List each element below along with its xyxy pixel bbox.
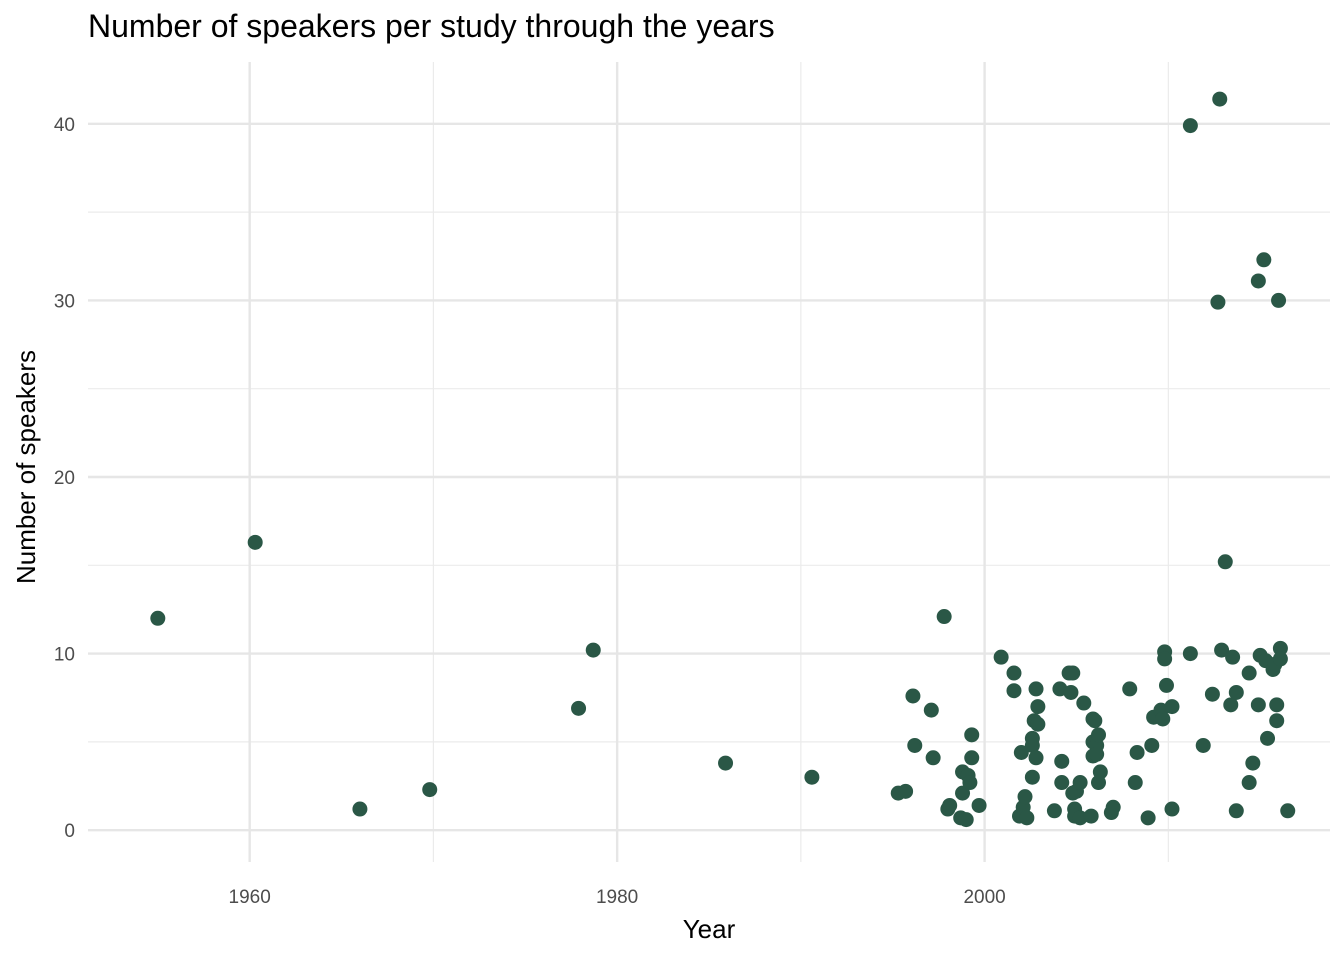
minor-grid [88, 62, 1330, 862]
y-tick-label: 10 [54, 645, 75, 666]
data-point [1250, 273, 1266, 289]
data-point [923, 702, 939, 718]
data-point [1269, 713, 1285, 729]
data-point [1046, 803, 1062, 819]
data-point [1024, 737, 1040, 753]
data-point [962, 775, 978, 791]
x-tick-label: 2000 [963, 887, 1005, 908]
data-point [718, 755, 734, 771]
data-point [1210, 294, 1226, 310]
data-point [1223, 697, 1239, 713]
data-point [1076, 695, 1092, 711]
data-point [1228, 684, 1244, 700]
x-axis-title: Year [683, 914, 736, 944]
data-point [1122, 681, 1138, 697]
data-point [1245, 755, 1261, 771]
data-point [1063, 684, 1079, 700]
data-point [1028, 681, 1044, 697]
data-point [1204, 686, 1220, 702]
data-point [804, 769, 820, 785]
data-point [958, 812, 974, 828]
y-axis-title: Number of speakers [11, 350, 41, 584]
y-tick-label: 40 [54, 115, 75, 136]
data-point [1083, 808, 1099, 824]
data-points [150, 91, 1296, 828]
data-point [1228, 803, 1244, 819]
data-point [150, 610, 166, 626]
data-point [1054, 753, 1070, 769]
data-point [964, 750, 980, 766]
data-point [1140, 810, 1156, 826]
data-point [1256, 252, 1272, 268]
data-point [352, 801, 368, 817]
data-point [1054, 775, 1070, 791]
data-point [1250, 697, 1266, 713]
data-point [1158, 677, 1174, 693]
data-point [925, 750, 941, 766]
data-point [898, 783, 914, 799]
data-point [936, 609, 952, 625]
x-tick-label: 1960 [229, 887, 271, 908]
chart-title: Number of speakers per study through the… [88, 8, 775, 44]
data-point [1089, 746, 1105, 762]
data-point [1030, 716, 1046, 732]
data-point [1006, 665, 1022, 681]
major-grid [88, 62, 1330, 862]
y-tick-label: 20 [54, 468, 75, 489]
data-point [1024, 769, 1040, 785]
data-point [955, 785, 971, 801]
data-point [1072, 810, 1088, 826]
data-point [942, 797, 958, 813]
data-point [1182, 118, 1198, 134]
data-point [993, 649, 1009, 665]
data-point [247, 534, 263, 550]
x-tick-label: 1980 [596, 887, 638, 908]
data-point [907, 737, 923, 753]
data-point [1013, 745, 1029, 761]
data-point [1157, 651, 1173, 667]
data-point [1269, 697, 1285, 713]
data-point [1155, 711, 1171, 727]
data-point [1144, 737, 1160, 753]
data-point [1272, 651, 1288, 667]
data-point [1105, 799, 1121, 815]
data-point [585, 642, 601, 658]
data-point [1017, 789, 1033, 805]
data-point [1241, 775, 1257, 791]
data-point [1164, 699, 1180, 715]
data-point [1280, 803, 1296, 819]
data-point [1217, 554, 1233, 570]
data-point [1091, 727, 1107, 743]
data-point [1164, 801, 1180, 817]
data-point [1065, 665, 1081, 681]
data-point [1195, 737, 1211, 753]
data-point [964, 727, 980, 743]
data-point [1030, 699, 1046, 715]
data-point [1019, 810, 1035, 826]
x-tick-labels: 1960 1980 2000 [229, 887, 1006, 908]
data-point [1006, 683, 1022, 699]
data-point [1092, 764, 1108, 780]
data-point [1241, 665, 1257, 681]
y-tick-label: 30 [54, 291, 75, 312]
data-point [571, 700, 587, 716]
data-point [1182, 646, 1198, 662]
data-point [1087, 713, 1103, 729]
data-point [1129, 745, 1145, 761]
data-point [1127, 775, 1143, 791]
data-point [1272, 640, 1288, 656]
data-point [1072, 775, 1088, 791]
data-point [1225, 649, 1241, 665]
data-point [1028, 750, 1044, 766]
data-point [905, 688, 921, 704]
data-point [971, 797, 987, 813]
y-tick-labels: 0 10 20 30 40 [54, 115, 75, 842]
data-point [1260, 730, 1276, 746]
data-point [422, 782, 438, 798]
y-tick-label: 0 [64, 821, 75, 842]
data-point [1214, 642, 1230, 658]
data-point [1271, 292, 1287, 308]
data-point [1212, 91, 1228, 107]
